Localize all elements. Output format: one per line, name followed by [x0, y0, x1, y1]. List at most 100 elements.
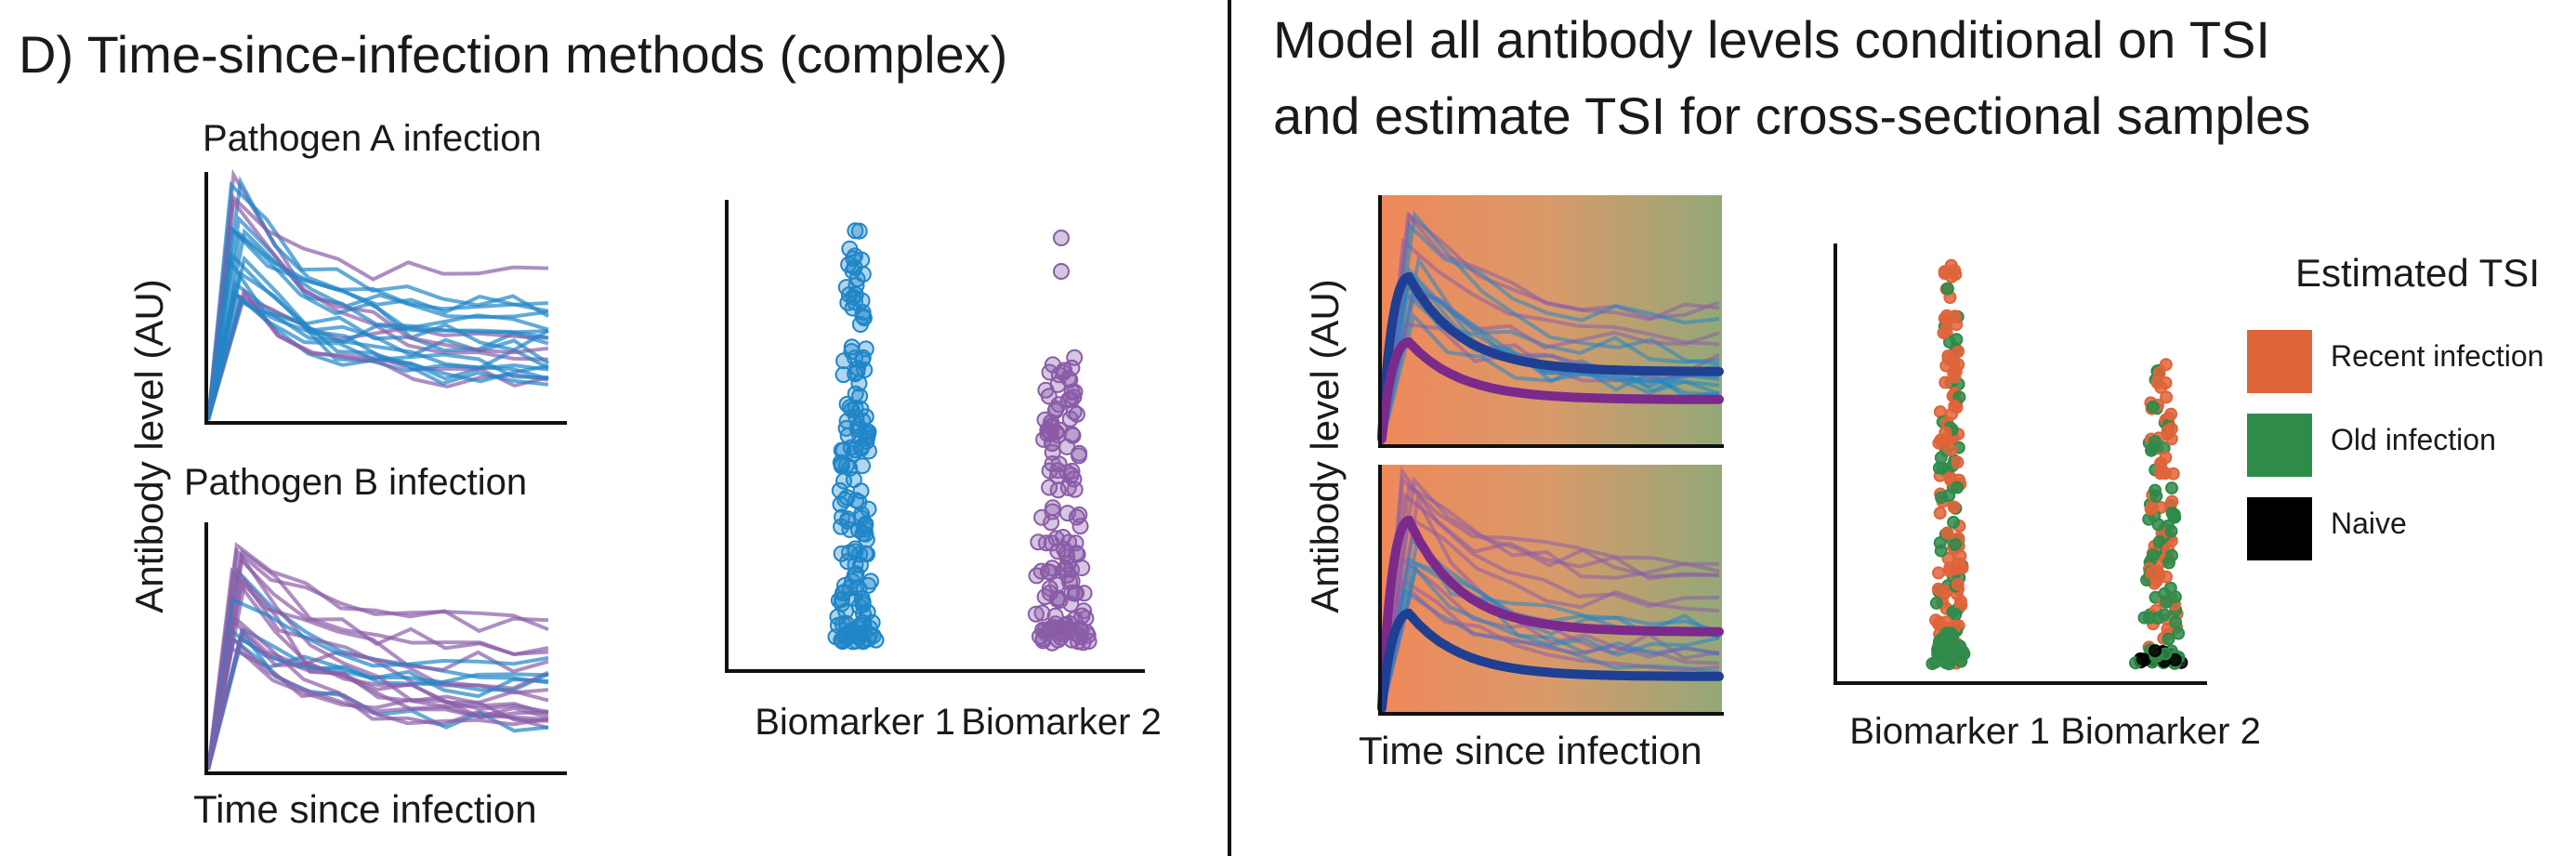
sample-point [845, 288, 862, 306]
sample-point [1929, 613, 1942, 627]
sample-point [1058, 438, 1076, 455]
sample-point [1948, 309, 1962, 323]
plot-d-lines [1377, 466, 1724, 713]
antibody-trajectory [1380, 476, 1720, 713]
sample-point [1937, 326, 1951, 340]
sample-point [854, 457, 871, 475]
legend-label-recent: Recent infection [2331, 339, 2543, 373]
sample-point [1939, 426, 1952, 440]
sample-point [2145, 566, 2159, 580]
sample-point [2151, 518, 2165, 532]
sample-point [2146, 441, 2160, 455]
sample-point [854, 412, 872, 429]
sample-point [847, 222, 864, 240]
right-panel-title-line-1: Model all antibody levels conditional on… [1273, 10, 2270, 69]
sample-point [2168, 590, 2182, 604]
sample-point [2160, 570, 2173, 584]
sample-point [858, 531, 875, 548]
legend-title: Estimated TSI [2295, 251, 2540, 295]
sample-point [2152, 366, 2166, 380]
sample-point [838, 456, 855, 474]
left-strip-label-biomarker-2: Biomarker 2 [961, 702, 1162, 743]
sample-point [1946, 629, 1960, 643]
sample-point [2137, 611, 2151, 625]
plot-a-axes [204, 172, 567, 425]
antibody-trajectory [206, 597, 549, 770]
sample-point [2164, 432, 2178, 446]
antibody-trajectory [206, 567, 549, 770]
plot-c-axes [1378, 195, 1724, 448]
sample-point [2160, 390, 2174, 404]
sample-point [856, 362, 874, 378]
antibody-trajectory [206, 223, 549, 421]
sample-point [2158, 586, 2172, 600]
sample-point [1932, 638, 1946, 652]
sample-point [1043, 418, 1060, 436]
fitted-curve [1377, 515, 1724, 711]
fitted-curve [1377, 271, 1724, 441]
sample-point [851, 546, 869, 563]
sample-point [1066, 481, 1084, 498]
antibody-trajectory [1380, 311, 1720, 445]
sample-point [855, 309, 873, 327]
sample-point [1949, 538, 1963, 551]
sample-point [1951, 455, 1965, 469]
sample-point [853, 292, 871, 309]
sample-point [1953, 595, 1967, 608]
legend-label-old: Old infection [2331, 423, 2496, 456]
antibody-trajectory [206, 612, 549, 770]
sample-point [1044, 443, 1061, 461]
sample-point [854, 596, 872, 613]
right-panel: Model all antibody levels conditional on… [1273, 10, 2543, 772]
sample-point [1040, 388, 1058, 405]
sample-point [848, 565, 865, 583]
sample-point [1940, 282, 1954, 296]
sample-point [2147, 548, 2160, 562]
fitted-curve [1377, 608, 1724, 713]
antibody-trajectory [1380, 576, 1720, 713]
antibody-trajectory [206, 193, 549, 421]
antibody-trajectory [1380, 237, 1720, 445]
sample-point [1033, 604, 1051, 622]
sample-point [1935, 491, 1948, 505]
left-y-axis-label: Antibody level (AU) [127, 279, 171, 612]
sample-point [1953, 560, 1967, 574]
right-strip-label-biomarker-1: Biomarker 1 [1849, 711, 2050, 752]
right-strip-label-biomarker-2: Biomarker 2 [2060, 711, 2261, 752]
legend-swatch-naive [2247, 497, 2312, 560]
antibody-trajectory [206, 230, 549, 421]
sample-point [1944, 443, 1958, 457]
sample-point [838, 413, 856, 430]
sample-point [1070, 633, 1087, 651]
sample-point [1934, 451, 1948, 465]
left-panel: D) Time-since-infection methods (complex… [19, 25, 1162, 831]
antibody-trajectory [206, 646, 549, 770]
antibody-trajectory [206, 552, 549, 770]
sample-point [2146, 400, 2160, 414]
sample-point [1065, 403, 1083, 421]
sample-point [860, 500, 877, 518]
sample-point [1058, 505, 1076, 522]
sample-point [1044, 503, 1061, 520]
sample-point [1951, 481, 1965, 494]
sample-point [2165, 507, 2179, 520]
sample-point [1949, 608, 1963, 621]
plot-b-lines [206, 542, 549, 770]
left-strip-points [827, 222, 1097, 652]
sample-point [861, 626, 879, 643]
sample-point [2164, 407, 2178, 421]
antibody-trajectory [1380, 564, 1720, 713]
sample-point [1058, 464, 1076, 481]
sample-point [1947, 356, 1961, 370]
tsi-legend: Estimated TSI Recent infection Old infec… [2247, 251, 2543, 560]
sample-point [835, 366, 852, 384]
sample-point [2162, 632, 2175, 646]
sample-point [1953, 549, 1967, 563]
sample-point [839, 427, 857, 444]
sample-point [1939, 375, 1952, 389]
antibody-trajectory [206, 547, 549, 770]
antibody-trajectory [1380, 514, 1720, 713]
right-strip-axes [1833, 244, 2207, 685]
sample-point [2165, 548, 2178, 562]
